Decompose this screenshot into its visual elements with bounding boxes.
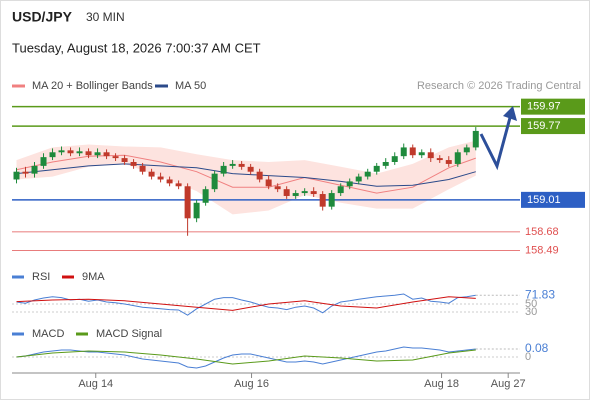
level-label: 159.97 xyxy=(527,101,561,113)
candle-body xyxy=(229,163,236,166)
candle-body xyxy=(85,151,92,156)
candle-body xyxy=(355,176,362,182)
candle-body xyxy=(157,176,164,180)
candle-body xyxy=(382,161,389,166)
candle-body xyxy=(121,158,128,162)
level-label: 158.49 xyxy=(525,244,559,256)
candle-body xyxy=(211,173,218,190)
source: Research © 2026 Trading Central xyxy=(417,80,581,92)
level-label: 158.68 xyxy=(525,226,559,238)
candle-body xyxy=(112,156,119,159)
candle-body xyxy=(319,194,326,207)
candle-body xyxy=(265,179,272,187)
candle-body xyxy=(175,183,182,187)
indicator-line xyxy=(16,346,476,369)
candle-body xyxy=(202,189,209,203)
candle-body xyxy=(292,193,299,196)
candle-body xyxy=(40,157,47,166)
candle-body xyxy=(184,186,191,219)
candle-body xyxy=(364,171,371,177)
candle-body xyxy=(193,202,200,219)
candle-body xyxy=(445,160,452,164)
legend-label: MACD Signal xyxy=(96,328,162,340)
candle-body xyxy=(31,165,38,174)
candle-body xyxy=(346,181,353,187)
candle-body xyxy=(139,165,146,172)
symbol: USD/JPY xyxy=(12,9,73,25)
level-label-box xyxy=(521,118,585,135)
indicator-line xyxy=(16,349,476,365)
candle-body xyxy=(472,130,479,148)
candle-body xyxy=(418,152,425,156)
candle-body xyxy=(256,171,263,180)
candle-body xyxy=(22,171,29,174)
legend-label: RSI xyxy=(32,271,50,283)
candle-body xyxy=(310,191,317,195)
legend-label: 9MA xyxy=(82,271,105,283)
candle-body xyxy=(409,147,416,156)
bollinger-band xyxy=(16,140,476,215)
indicator-line xyxy=(16,293,476,316)
candle-body xyxy=(274,186,281,190)
candle-body xyxy=(337,186,344,194)
candle-body xyxy=(463,147,470,153)
candle-body xyxy=(373,165,380,172)
candle-body xyxy=(301,191,308,194)
interval: 30 MIN xyxy=(86,10,125,24)
level-label-box xyxy=(521,191,585,208)
last-value-label: 0.08 xyxy=(525,341,549,355)
y-tick-label: 30 xyxy=(525,306,537,318)
x-tick-label: Aug 27 xyxy=(491,378,526,390)
candle-body xyxy=(238,163,245,167)
candle-body xyxy=(436,158,443,161)
candle-body xyxy=(49,152,56,158)
candle-body xyxy=(130,161,137,166)
level-label: 159.77 xyxy=(527,120,561,132)
x-tick-label: Aug 18 xyxy=(424,378,459,390)
candle-body xyxy=(328,193,335,207)
candle-body xyxy=(220,165,227,174)
candle-body xyxy=(400,147,407,157)
candle-body xyxy=(391,156,398,162)
x-tick-label: Aug 16 xyxy=(234,378,269,390)
legend-label: MA 20 + Bollinger Bands xyxy=(32,80,153,92)
y-tick-label: 0 xyxy=(525,351,531,363)
y-tick-label: 50 xyxy=(525,298,537,310)
legend-label: MA 50 xyxy=(175,80,206,92)
candle-body xyxy=(148,171,155,177)
indicator-line xyxy=(16,296,476,311)
forecast-arrow xyxy=(479,113,513,171)
candle-body xyxy=(76,151,83,154)
candle-body xyxy=(427,152,434,159)
candle-body xyxy=(247,166,254,172)
moving-average xyxy=(16,154,476,194)
x-tick-label: Aug 14 xyxy=(78,378,113,390)
candle-body xyxy=(454,152,461,164)
level-label-box xyxy=(521,98,585,115)
timestamp: Tuesday, August 18, 2026 7:00:37 AM CET xyxy=(12,40,261,55)
legend-label: MACD xyxy=(32,328,64,340)
candle-body xyxy=(166,179,173,184)
candle-body xyxy=(58,150,65,153)
candle-body xyxy=(283,189,290,196)
last-value-label: 71.83 xyxy=(525,287,555,301)
candle-body xyxy=(13,171,20,180)
forecast-arrowhead xyxy=(503,106,517,121)
level-label: 159.01 xyxy=(527,194,561,206)
candle-body xyxy=(67,150,74,154)
candle-body xyxy=(94,152,101,156)
candle-body xyxy=(103,152,110,157)
